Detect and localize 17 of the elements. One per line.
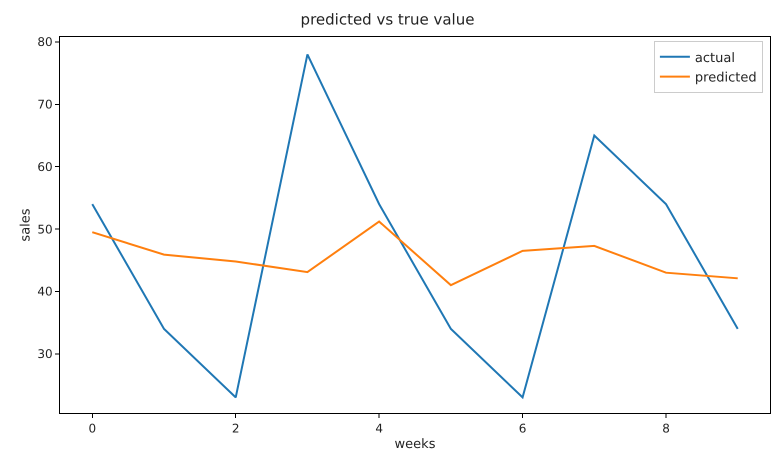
x-tick-label: 2 xyxy=(232,421,240,436)
x-tick-label: 8 xyxy=(662,421,670,436)
x-tick-label: 0 xyxy=(88,421,96,436)
legend-label: predicted xyxy=(694,70,757,86)
y-tick-label: 70 xyxy=(37,98,53,112)
y-tick-label: 40 xyxy=(37,284,53,299)
x-axis-title: weeks xyxy=(394,437,436,452)
y-tick-label: 80 xyxy=(37,35,53,50)
x-tick-label: 6 xyxy=(518,421,526,436)
y-tick-label: 60 xyxy=(37,160,53,174)
y-axis-title: sales xyxy=(18,208,34,242)
chart-title: predicted vs true value xyxy=(300,10,474,28)
legend-label: actual xyxy=(694,50,735,66)
line-series xyxy=(91,220,739,286)
y-tick-label: 30 xyxy=(37,346,53,361)
x-tick-label: 4 xyxy=(375,421,383,436)
y-tick-label: 50 xyxy=(37,222,53,236)
